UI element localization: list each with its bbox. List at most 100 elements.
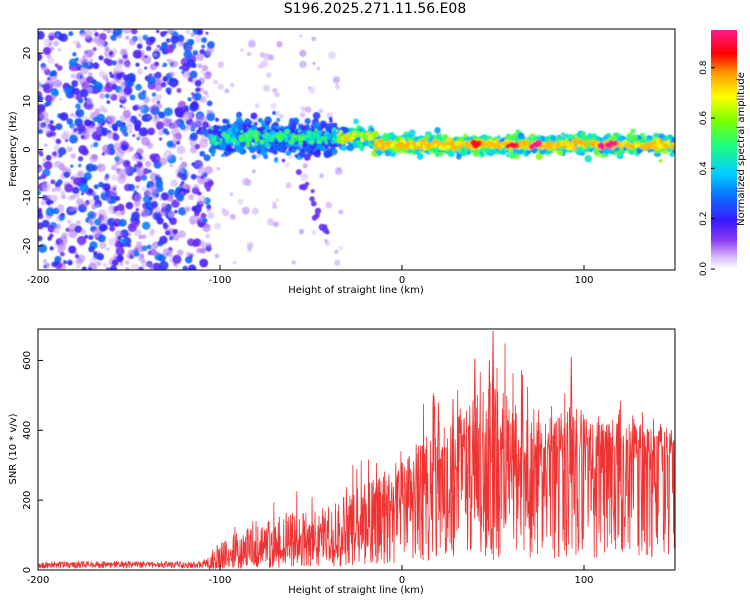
snr-series-group	[38, 330, 675, 570]
spectrogram-cell	[57, 147, 67, 156]
spectrogram-cell	[281, 158, 286, 163]
spectrogram-cell	[194, 160, 204, 169]
spectrogram-cell	[38, 190, 42, 195]
spectrogram-cell	[213, 79, 218, 85]
spectrogram-cell	[556, 141, 561, 146]
spectrogram-cell	[95, 203, 100, 208]
spectrogram-cell	[152, 262, 161, 270]
spectrogram-cell	[311, 36, 316, 42]
spectrogram-cell	[589, 148, 593, 153]
spectrogram-cell	[156, 173, 161, 178]
spectrogram-cell	[158, 157, 168, 166]
spectrogram-cell	[285, 150, 292, 156]
spectrogram-cell	[38, 209, 43, 217]
colorbar-tick-label: 0.6	[699, 111, 709, 126]
spectrogram-cell	[180, 41, 186, 47]
spectrogram-cell	[97, 164, 102, 169]
spectrogram-cell	[43, 143, 48, 148]
spectrogram-cell	[96, 113, 106, 123]
spectrogram-cell	[99, 93, 105, 99]
spectrogram-cell	[148, 105, 157, 114]
spectrogram-cell	[416, 153, 424, 160]
spectrogram-cell	[160, 31, 166, 37]
spectrogram-cell	[196, 53, 204, 61]
spectrogram-cell	[153, 53, 158, 57]
spectrogram-cell	[276, 135, 281, 140]
spectrogram-cell	[106, 131, 115, 140]
spectrogram-cell	[102, 262, 107, 267]
colorbar-gradient	[711, 30, 737, 269]
spectrogram-cell	[244, 133, 249, 138]
spectrogram-cell	[108, 71, 113, 75]
spectrogram-cell	[155, 121, 165, 130]
spectrogram-cell	[312, 121, 321, 130]
spectrogram-cell	[59, 112, 69, 121]
spectrogram-cell	[124, 57, 129, 62]
spectrogram-cell	[56, 34, 60, 38]
spectrogram-cell	[141, 137, 150, 146]
spectrogram-cell	[41, 182, 51, 192]
spectrogram-cell	[344, 127, 350, 133]
spectrogram-cell	[73, 128, 78, 132]
spectrogram-cell	[255, 153, 262, 159]
spectrogram-cell	[109, 93, 113, 97]
spectrogram-cell	[146, 45, 152, 51]
spectrogram-cell	[293, 138, 297, 143]
spectrogram-cell	[302, 163, 308, 169]
spectrogram-cell	[60, 190, 66, 196]
spectrogram-cell	[163, 107, 173, 117]
spectrogram-cell	[245, 142, 251, 148]
spectrogram-cell	[488, 135, 492, 140]
spectrogram-cell	[162, 222, 168, 228]
spectrogram-cell	[165, 44, 175, 54]
spectrogram-cell	[151, 241, 159, 249]
spectrogram-cell	[94, 107, 102, 115]
spectrogram-cell	[463, 133, 468, 138]
spectrogram-cell	[291, 260, 296, 265]
spectrogram-cell	[50, 89, 59, 98]
spectrogram-cell	[137, 245, 145, 253]
spectrogram-cell	[126, 72, 136, 82]
spectrogram-cell	[52, 151, 57, 157]
spectrogram-cell	[253, 133, 259, 139]
spectrogram-cell	[38, 94, 43, 102]
spectrogram-cell	[268, 54, 275, 61]
spectrogram-cell	[359, 132, 364, 137]
spectrogram-cell	[101, 190, 106, 194]
spectrogram-cell	[224, 88, 230, 94]
spectrogram-cell	[190, 32, 196, 38]
spectrogram-cell	[187, 97, 192, 102]
spectrogram-cell	[600, 153, 605, 158]
spectrogram-cell	[328, 116, 333, 121]
colorbar-axis: 0.0 0.2 0.4 0.6 0.8	[699, 60, 715, 276]
spectrogram-cell	[338, 246, 343, 251]
spectrogram-cell	[252, 126, 257, 131]
spectrogram-cell	[77, 170, 85, 178]
spectrogram-cell	[98, 70, 106, 78]
spectrogram-cell	[138, 104, 145, 112]
spectrogram-cell	[627, 136, 633, 142]
spectrogram-cell	[209, 139, 215, 145]
spectrogram-cell	[337, 167, 341, 172]
spectrogram-cell	[77, 156, 84, 162]
spectrogram-cell	[40, 200, 46, 206]
spectrogram-cell	[116, 57, 125, 67]
spectrogram-cell	[188, 194, 195, 201]
spectrogram-cell	[96, 261, 102, 266]
spectrogram-cell	[178, 100, 186, 109]
spectrogram-cell	[635, 140, 640, 145]
spectrogram-cell	[259, 139, 265, 145]
spectrogram-cell	[297, 140, 303, 146]
spectrogram-cell	[91, 153, 98, 161]
spectrogram-cell	[505, 143, 511, 149]
spectrogram-cell	[69, 134, 78, 144]
spectrogram-cell	[43, 46, 52, 56]
spectrogram-cell	[288, 139, 295, 146]
spectrogram-cell	[147, 169, 152, 174]
spectrogram-cell	[40, 173, 47, 180]
spectrogram-cell	[141, 114, 149, 122]
spectrogram-cell	[629, 145, 635, 150]
spectrogram-cell	[316, 130, 321, 135]
spectrogram-cell	[160, 82, 167, 88]
spectrogram-cell	[162, 62, 168, 68]
